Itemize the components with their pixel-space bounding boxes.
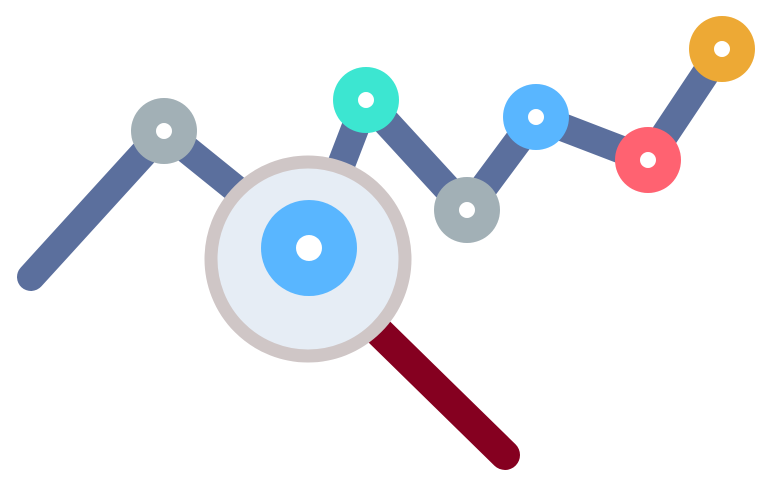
node-blue [503,84,569,150]
chart-nodes [131,16,755,296]
node-orange [689,16,755,82]
node-teal [333,67,399,133]
magnifier-handle [350,303,520,470]
node-gray-2 [434,177,500,243]
node-red [615,127,681,193]
node-blue-center-dot [528,109,544,125]
node-gray-2-center-dot [459,202,475,218]
node-blue-magnified-center-dot [296,235,322,261]
node-blue-magnified [261,200,357,296]
node-red-center-dot [640,152,656,168]
node-gray-1 [131,98,197,164]
node-teal-center-dot [358,92,374,108]
node-orange-center-dot [714,41,730,57]
node-gray-1-center-dot [156,123,172,139]
